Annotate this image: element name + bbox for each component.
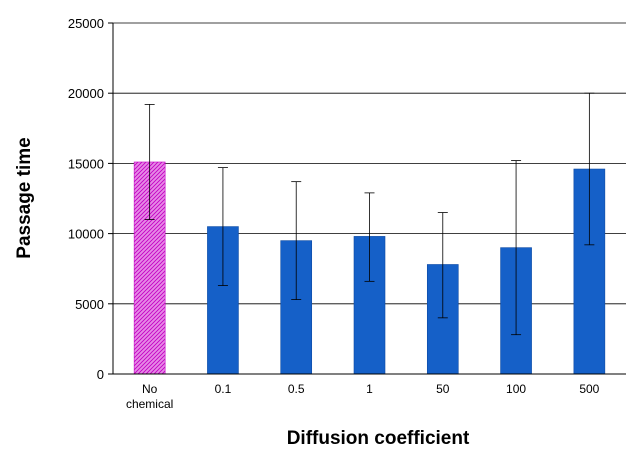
y-tick-label-2: 10000 xyxy=(68,227,104,242)
x-tick-label-line: 0.5 xyxy=(288,382,305,396)
y-tick-label-0: 0 xyxy=(97,367,104,382)
x-tick-label-4: 50 xyxy=(436,382,450,396)
x-tick-label-line: chemical xyxy=(126,397,173,411)
gridlines xyxy=(113,22,626,305)
y-tick-label-1: 5000 xyxy=(75,297,104,312)
x-tick-label-line: No xyxy=(142,382,158,396)
axes xyxy=(108,22,626,375)
x-tick-label-line: 500 xyxy=(579,382,599,396)
x-tick-label-line: 50 xyxy=(436,382,450,396)
x-tick-label-line: 1 xyxy=(366,382,373,396)
bars xyxy=(133,161,606,375)
x-tick-label-line: 0.1 xyxy=(215,382,232,396)
x-axis-title: Diffusion coefficient xyxy=(287,428,470,449)
x-tick-label-5: 100 xyxy=(506,382,526,396)
y-tick-label-3: 15000 xyxy=(68,156,104,171)
x-tick-label-line: 100 xyxy=(506,382,526,396)
y-tick-label-4: 20000 xyxy=(68,86,104,101)
x-tick-label-2: 0.5 xyxy=(288,382,305,396)
y-axis-title: Passage time xyxy=(14,137,35,258)
error-bars xyxy=(144,92,595,336)
x-tick-label-6: 500 xyxy=(579,382,599,396)
x-tick-label-0: No chemical xyxy=(126,382,173,411)
x-tick-label-3: 1 xyxy=(366,382,373,396)
x-tick-labels: No chemical 0.1 0.5 1 50 100 500 xyxy=(126,382,600,411)
x-tick-label-1: 0.1 xyxy=(215,382,232,396)
y-tick-label-5: 25000 xyxy=(68,16,104,31)
y-tick-labels: 0 5000 10000 15000 20000 25000 xyxy=(68,16,104,382)
